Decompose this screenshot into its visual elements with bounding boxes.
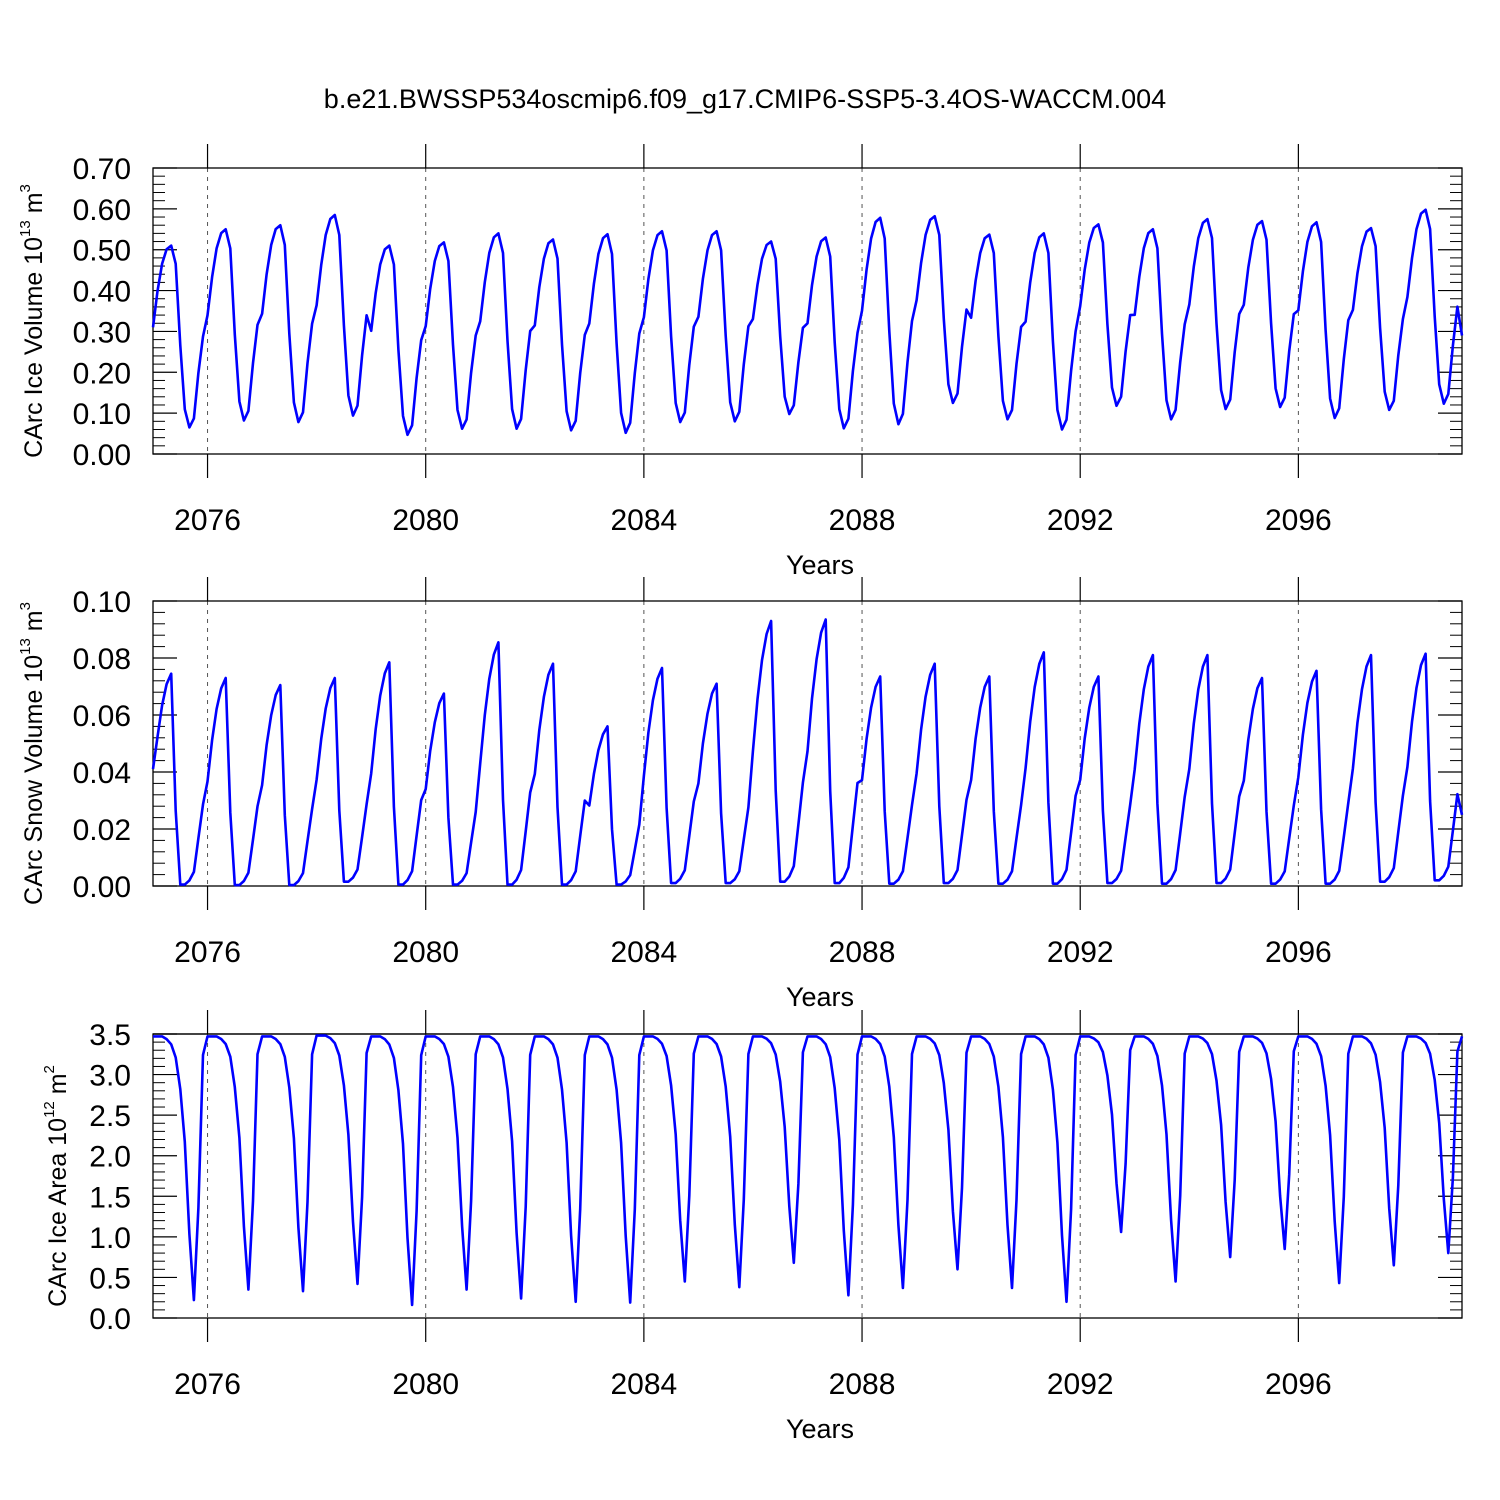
y-axis-label-unit-exp: 2 bbox=[41, 1065, 58, 1073]
x-tick-label: 2092 bbox=[1047, 936, 1114, 969]
y-axis-label-exp: 13 bbox=[17, 638, 34, 655]
y-axis-label: CArc Ice Volume 1013 m3 bbox=[17, 184, 48, 458]
y-tick-label: 2.5 bbox=[89, 1100, 131, 1133]
y-tick-label: 0.50 bbox=[73, 235, 131, 268]
x-tick-label: 2092 bbox=[1047, 1368, 1114, 1401]
y-axis-label-main: CArc Ice Volume 10 bbox=[20, 237, 48, 458]
x-tick-label: 2096 bbox=[1265, 504, 1332, 537]
y-tick-label: 0.5 bbox=[89, 1262, 131, 1295]
series-line bbox=[153, 1034, 1464, 1307]
y-tick-label: 0.02 bbox=[73, 814, 131, 847]
chart-title: b.e21.BWSSP534oscmip6.f09_g17.CMIP6-SSP5… bbox=[324, 84, 1166, 114]
x-tick-label: 2080 bbox=[392, 936, 459, 969]
y-axis-label-unit: m bbox=[20, 192, 48, 220]
y-axis-label-unit-exp: 3 bbox=[17, 184, 34, 192]
y-axis-label-unit-exp: 3 bbox=[17, 602, 34, 610]
x-tick-label: 2076 bbox=[174, 504, 241, 537]
x-tick-label: 2080 bbox=[392, 1368, 459, 1401]
y-tick-label: 0.10 bbox=[73, 398, 131, 431]
y-tick-label: 1.0 bbox=[89, 1222, 131, 1255]
x-tick-label: 2088 bbox=[829, 504, 896, 537]
y-axis-label: CArc Snow Volume 1013 m3 bbox=[17, 602, 48, 905]
x-tick-label: 2096 bbox=[1265, 1368, 1332, 1401]
y-axis-label: CArc Ice Area 1012 m2 bbox=[41, 1065, 72, 1307]
plot-frame bbox=[152, 1033, 1463, 1319]
x-tick-label: 2088 bbox=[829, 1368, 896, 1401]
plot-frame bbox=[152, 167, 1463, 455]
y-tick-label: 0.00 bbox=[73, 439, 131, 472]
x-tick-label: 2076 bbox=[174, 936, 241, 969]
y-axis-label-main: CArc Ice Area 10 bbox=[44, 1118, 72, 1307]
y-tick-label: 0.06 bbox=[73, 700, 131, 733]
y-tick-label: 0.70 bbox=[73, 153, 131, 186]
y-tick-label: 0.0 bbox=[89, 1303, 131, 1336]
panel-snow-volume: 0.00 0.02 0.04 0.06 0.08 0.10 2076 2080 2084 2088… bbox=[17, 577, 1464, 1012]
y-axis-label-unit: m bbox=[44, 1073, 72, 1101]
x-tick-label: 2096 bbox=[1265, 936, 1332, 969]
y-axis-label-exp: 13 bbox=[17, 220, 34, 237]
x-tick-label: 2080 bbox=[392, 504, 459, 537]
y-tick-label: 0.20 bbox=[73, 357, 131, 390]
x-tick-label: 2084 bbox=[611, 1368, 678, 1401]
y-tick-label: 0.04 bbox=[73, 757, 131, 790]
x-axis-label: Years bbox=[786, 982, 854, 1012]
x-tick-label: 2084 bbox=[611, 504, 678, 537]
y-axis-label-exp: 12 bbox=[41, 1101, 58, 1118]
x-tick-label: 2076 bbox=[174, 1368, 241, 1401]
plot-frame bbox=[152, 600, 1463, 887]
y-tick-label: 0.30 bbox=[73, 316, 131, 349]
x-axis-label: Years bbox=[786, 1414, 854, 1444]
x-tick-label: 2088 bbox=[829, 936, 896, 969]
x-tick-label: 2092 bbox=[1047, 504, 1114, 537]
y-tick-label: 2.0 bbox=[89, 1141, 131, 1174]
series-line bbox=[151, 618, 1464, 887]
panel-ice-volume: 0.00 0.10 0.20 0.30 0.40 0.50 0.60 0.70 2076 2080… bbox=[17, 144, 1464, 580]
y-tick-label: 0.40 bbox=[73, 276, 131, 309]
y-tick-label: 0.10 bbox=[73, 586, 131, 619]
y-tick-label: 0.00 bbox=[73, 871, 131, 904]
x-axis-label: Years bbox=[786, 550, 854, 580]
series-line bbox=[151, 208, 1464, 437]
x-tick-label: 2084 bbox=[611, 936, 678, 969]
panel-ice-area: 0.0 0.5 1.0 1.5 2.0 2.5 3.0 3.5 2076 2080 2084 2088… bbox=[41, 1010, 1464, 1444]
y-tick-label: 0.08 bbox=[73, 643, 131, 676]
y-tick-label: 1.5 bbox=[89, 1181, 131, 1214]
y-tick-label: 3.0 bbox=[89, 1060, 131, 1093]
y-tick-label: 3.5 bbox=[89, 1019, 131, 1052]
y-axis-label-main: CArc Snow Volume 10 bbox=[20, 655, 48, 905]
y-axis-label-unit: m bbox=[20, 610, 48, 638]
y-tick-label: 0.60 bbox=[73, 194, 131, 227]
